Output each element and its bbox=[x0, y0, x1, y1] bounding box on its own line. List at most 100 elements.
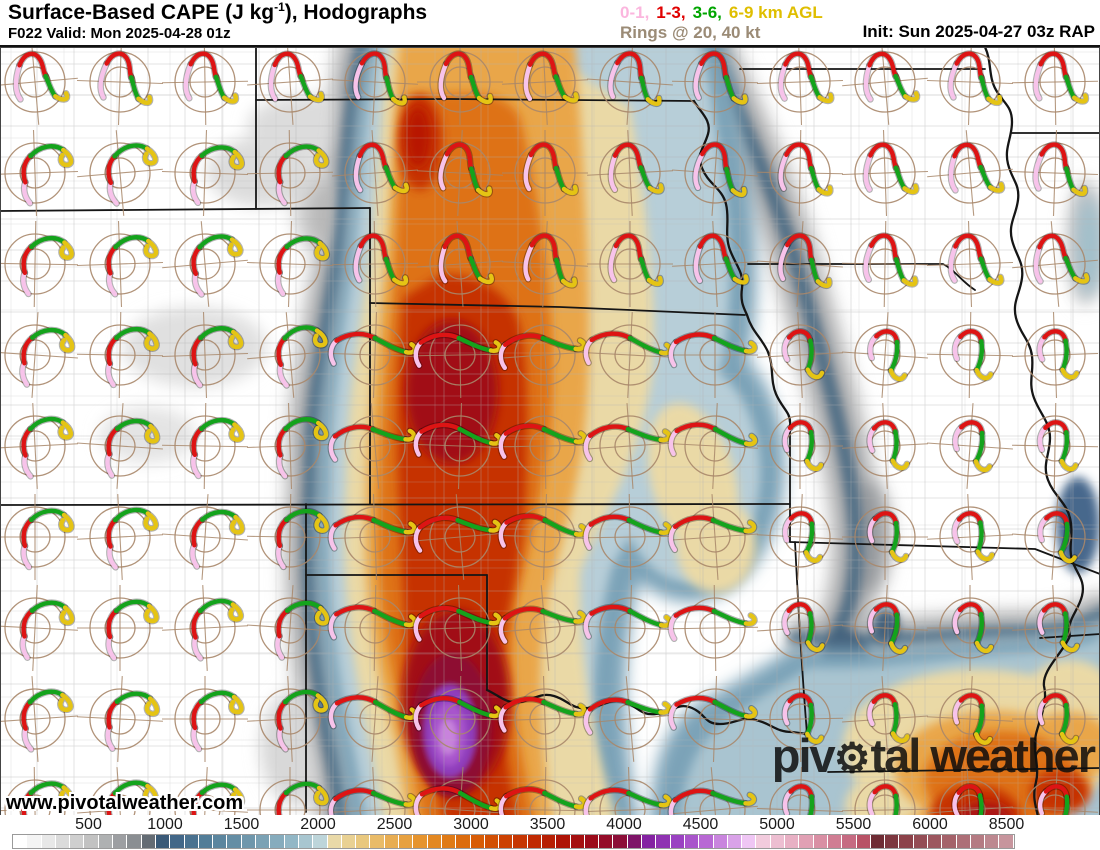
hodograph-trace-segment bbox=[540, 335, 578, 352]
hodograph-ring bbox=[89, 142, 151, 204]
hodograph-ring bbox=[854, 779, 916, 817]
hodograph-trace-segment bbox=[541, 426, 579, 444]
hodograph-ring bbox=[769, 779, 831, 817]
hodograph-trace-segment bbox=[743, 792, 756, 806]
hodograph-ring bbox=[684, 597, 746, 659]
hodograph bbox=[841, 220, 929, 308]
hodograph-trace-segment bbox=[222, 93, 239, 104]
hodograph bbox=[0, 47, 78, 125]
hodograph-trace-segment bbox=[17, 51, 48, 79]
hodograph-trace-segment bbox=[143, 783, 158, 804]
hodograph-trace-segment bbox=[711, 608, 749, 626]
hodograph-trace-segment bbox=[191, 699, 204, 731]
hodograph-trace-segment bbox=[28, 781, 66, 796]
hodograph-trace-segment bbox=[370, 790, 408, 807]
hodograph-trace-segment bbox=[710, 790, 748, 806]
pivotal-weather-logo: piv⚙tal weather bbox=[771, 729, 1096, 782]
hodograph-ring bbox=[1024, 506, 1086, 568]
hodograph-ring bbox=[89, 779, 151, 817]
hodograph-trace-segment bbox=[674, 422, 718, 434]
colorbar-segment bbox=[399, 835, 414, 848]
hodograph-trace-segment bbox=[626, 517, 664, 535]
hodograph bbox=[757, 221, 843, 307]
colorbar-segment bbox=[227, 835, 242, 848]
hodograph bbox=[327, 403, 418, 489]
hodograph bbox=[412, 675, 504, 763]
hodograph-ring bbox=[514, 597, 576, 659]
hodograph-trace-segment bbox=[334, 331, 377, 343]
hodograph-ring bbox=[854, 597, 916, 659]
hodograph-ring bbox=[19, 248, 51, 280]
hodograph-trace-segment bbox=[805, 702, 814, 737]
hodograph bbox=[417, 130, 503, 216]
hodograph bbox=[247, 585, 333, 671]
hodograph bbox=[757, 767, 843, 817]
hodograph-trace-segment bbox=[711, 335, 749, 354]
colorbar-segment bbox=[699, 835, 714, 848]
hodograph-trace-segment bbox=[371, 517, 409, 535]
colorbar-segment bbox=[113, 835, 128, 848]
hodograph-trace-segment bbox=[573, 338, 587, 352]
hodograph bbox=[842, 403, 928, 489]
hodograph-trace-segment bbox=[144, 603, 159, 624]
hodograph-layer bbox=[0, 47, 1099, 817]
hodograph bbox=[77, 494, 163, 580]
hodograph-trace-segment bbox=[645, 95, 662, 106]
hodograph-trace-segment bbox=[112, 143, 150, 159]
hodograph-trace-segment bbox=[419, 422, 462, 434]
hodograph bbox=[1012, 221, 1098, 307]
hodograph-trace-segment bbox=[229, 787, 245, 807]
hodograph bbox=[497, 766, 589, 817]
hodograph bbox=[412, 311, 504, 399]
hodograph bbox=[497, 402, 589, 490]
hodograph bbox=[0, 403, 78, 489]
hodograph-trace-segment bbox=[457, 699, 494, 718]
hodograph-ring bbox=[274, 66, 306, 98]
hodograph-ring bbox=[104, 66, 136, 98]
colorbar-segment bbox=[327, 835, 342, 848]
hodograph-trace-segment bbox=[954, 51, 984, 80]
hodograph-trace-segment bbox=[229, 514, 245, 535]
hodograph-trace-segment bbox=[359, 51, 389, 80]
hodograph-trace-segment bbox=[114, 326, 152, 341]
hodograph-trace-segment bbox=[442, 233, 473, 261]
hodograph-ring bbox=[189, 248, 221, 280]
hodograph bbox=[162, 312, 248, 398]
hodograph bbox=[332, 47, 418, 125]
hodograph-ring bbox=[4, 688, 66, 750]
hodograph-trace-segment bbox=[353, 244, 363, 283]
hodograph bbox=[247, 312, 333, 398]
colorbar-segment bbox=[27, 835, 42, 848]
hodograph-ring bbox=[274, 612, 306, 644]
hodograph-ring bbox=[769, 688, 831, 750]
hodograph-trace-segment bbox=[104, 51, 134, 80]
hodograph-trace-segment bbox=[613, 233, 644, 262]
hodograph-trace-segment bbox=[589, 604, 632, 616]
hodograph-trace-segment bbox=[805, 338, 814, 372]
hodograph-ring bbox=[174, 324, 236, 386]
hodograph-trace-segment bbox=[59, 240, 74, 260]
colorbar-segment bbox=[256, 835, 271, 848]
hodograph-ring bbox=[189, 339, 221, 371]
colorbar-segment bbox=[456, 835, 471, 848]
hodograph-trace-segment bbox=[59, 512, 74, 533]
hodograph-ring bbox=[344, 324, 406, 386]
valid-time-label: F022 Valid: Mon 2025-04-28 01z bbox=[8, 25, 231, 42]
hodograph-trace-segment bbox=[573, 610, 586, 624]
hodograph bbox=[1012, 494, 1098, 580]
hodograph-trace-segment bbox=[372, 608, 409, 627]
hodograph-trace-segment bbox=[743, 613, 757, 626]
hodograph-ring bbox=[939, 779, 1001, 817]
watermark: www.pivotalweather.com bbox=[6, 792, 244, 814]
hodograph-ring bbox=[514, 506, 576, 568]
hodograph-trace-segment bbox=[561, 184, 578, 196]
hodograph bbox=[582, 767, 673, 817]
hodograph-trace-segment bbox=[973, 430, 985, 464]
colorbar-segment bbox=[727, 835, 743, 848]
hodograph-trace-segment bbox=[786, 602, 813, 616]
hodograph-ring bbox=[174, 779, 236, 817]
hodograph-ring bbox=[939, 324, 1001, 386]
hodograph-trace-segment bbox=[1033, 152, 1044, 191]
hodograph-trace-segment bbox=[372, 335, 409, 355]
hodograph-ring bbox=[429, 324, 491, 386]
